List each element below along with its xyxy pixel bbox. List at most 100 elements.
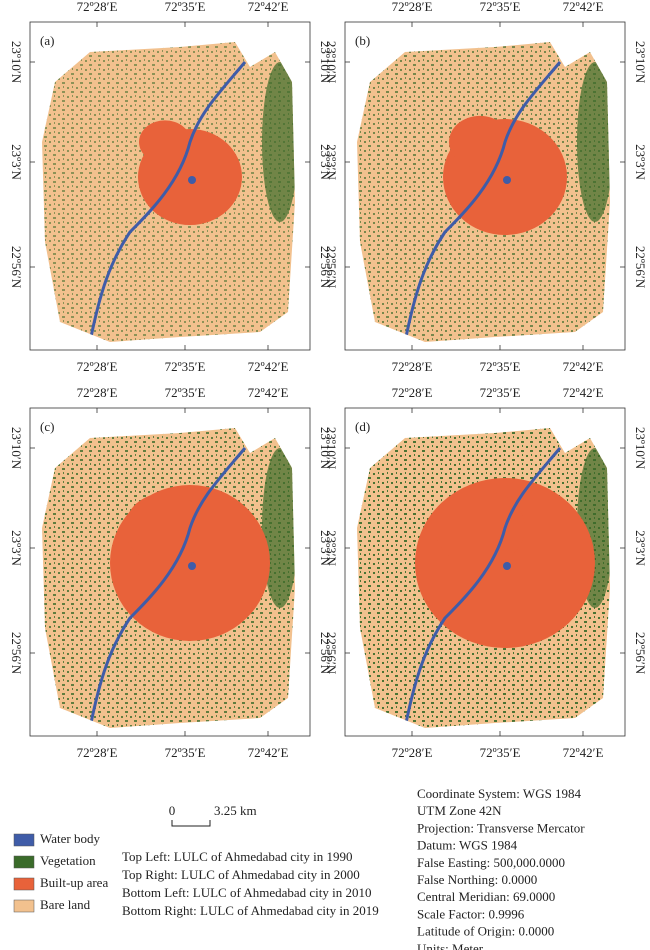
map-info: Units: Meter xyxy=(417,941,484,950)
caption: Bottom Left: LULC of Ahmedabad city in 2… xyxy=(122,885,372,900)
map-info: Coordinate System: WGS 1984 xyxy=(417,786,582,801)
map-panel: (b) 72º28′E 72º28′E 72º35′E 72º35′E 72º42′E 72… xyxy=(324,0,648,374)
legend-swatch xyxy=(13,855,35,869)
left-tick-label: 23º10′N xyxy=(9,427,24,470)
bottom-tick-label: 72º42′E xyxy=(248,745,289,760)
top-tick-label: 72º42′E xyxy=(248,0,289,14)
river xyxy=(403,447,562,728)
map-features xyxy=(42,428,295,728)
bottom-tick-label: 72º28′E xyxy=(392,359,433,374)
right-tick-label: 23º10′N xyxy=(633,41,648,84)
river xyxy=(88,61,247,342)
river xyxy=(88,447,247,728)
map-features xyxy=(42,42,295,342)
top-tick-label: 72º35′E xyxy=(480,385,521,400)
bottom-tick-label: 72º35′E xyxy=(165,745,206,760)
left-tick-label: 23º3′N xyxy=(9,144,24,180)
caption: Top Right: LULC of Ahmedabad city in 200… xyxy=(122,867,360,882)
legend-swatch xyxy=(13,899,35,913)
map-features xyxy=(357,428,610,728)
map-info: False Easting: 500,000.0000 xyxy=(417,855,565,870)
lake xyxy=(188,562,196,570)
vegetation-edge xyxy=(577,62,610,222)
map-info: Latitude of Origin: 0.0000 xyxy=(417,924,554,939)
river xyxy=(403,61,562,342)
left-tick-label: 23º10′N xyxy=(9,41,24,84)
bottom-tick-label: 72º35′E xyxy=(165,359,206,374)
scale-zero: 0 xyxy=(169,803,176,818)
lake xyxy=(503,562,511,570)
right-tick-label: 23º10′N xyxy=(318,41,333,84)
bottom-tick-label: 72º35′E xyxy=(480,359,521,374)
map-panel: (d) 72º28′E 72º28′E 72º35′E 72º35′E 72º42′E 72… xyxy=(324,385,648,760)
top-tick-label: 72º42′E xyxy=(248,385,289,400)
map-frame xyxy=(29,407,311,737)
top-tick-label: 72º28′E xyxy=(392,385,433,400)
right-tick-label: 22º56′N xyxy=(318,246,333,289)
legend-label: Built-up area xyxy=(40,875,108,890)
bottom-tick-label: 72º35′E xyxy=(480,745,521,760)
map-info: False Northing: 0.0000 xyxy=(417,872,537,887)
right-tick-label: 22º56′N xyxy=(633,246,648,289)
top-tick-label: 72º42′E xyxy=(563,385,604,400)
bottom-tick-label: 72º28′E xyxy=(77,745,118,760)
right-tick-label: 23º3′N xyxy=(318,530,333,566)
left-tick-label: 22º56′N xyxy=(9,632,24,675)
map-info: Central Meridian: 69.0000 xyxy=(417,889,555,904)
map-frame xyxy=(29,21,311,351)
panel-label: (b) xyxy=(355,33,370,48)
right-tick-label: 22º56′N xyxy=(318,632,333,675)
legend-label: Water body xyxy=(40,831,100,846)
right-tick-label: 23º3′N xyxy=(633,530,648,566)
bottom-tick-label: 72º42′E xyxy=(248,359,289,374)
right-tick-label: 22º56′N xyxy=(633,632,648,675)
map-info: UTM Zone 42N xyxy=(417,803,502,818)
scale-distance: 3.25 km xyxy=(214,803,257,818)
map-info: Projection: Transverse Mercator xyxy=(417,820,585,835)
right-tick-label: 23º3′N xyxy=(318,144,333,180)
lake xyxy=(188,176,196,184)
right-tick-label: 23º3′N xyxy=(633,144,648,180)
legend-label: Vegetation xyxy=(40,853,96,868)
vegetation-edge xyxy=(262,62,295,222)
left-tick-label: 23º3′N xyxy=(9,530,24,566)
caption: Top Left: LULC of Ahmedabad city in 1990 xyxy=(122,849,353,864)
top-tick-label: 72º35′E xyxy=(480,0,521,14)
vegetation-edge xyxy=(262,448,295,608)
map-frame xyxy=(344,407,626,737)
left-tick-label: 23º10′N xyxy=(324,427,339,470)
top-tick-label: 72º35′E xyxy=(165,0,206,14)
left-tick-label: 22º56′N xyxy=(324,632,339,675)
map-panel: (c) 72º28′E 72º28′E 72º35′E 72º35′E 72º42′E 72… xyxy=(9,385,333,760)
built-up xyxy=(125,492,205,564)
map-frame xyxy=(344,21,626,351)
built-up xyxy=(139,120,191,164)
legend-swatch xyxy=(13,833,35,847)
map-info: Datum: WGS 1984 xyxy=(417,838,518,853)
top-tick-label: 72º28′E xyxy=(392,0,433,14)
top-tick-label: 72º42′E xyxy=(563,0,604,14)
legend-label: Bare land xyxy=(40,897,91,912)
right-tick-label: 23º10′N xyxy=(633,427,648,470)
caption: Bottom Right: LULC of Ahmedabad city in … xyxy=(122,903,379,918)
panel-label: (d) xyxy=(355,419,370,434)
legend-swatch xyxy=(13,877,35,891)
top-tick-label: 72º28′E xyxy=(77,0,118,14)
panel-label: (a) xyxy=(40,33,54,48)
panel-label: (c) xyxy=(40,419,54,434)
right-tick-label: 23º10′N xyxy=(318,427,333,470)
bottom-tick-label: 72º28′E xyxy=(392,745,433,760)
top-tick-label: 72º28′E xyxy=(77,385,118,400)
map-panel: (a) 72º28′E 72º28′E 72º35′E 72º35′E 72º42′E 72… xyxy=(9,0,333,374)
bottom-tick-label: 72º42′E xyxy=(563,745,604,760)
scale-bar: 0 3.25 km xyxy=(169,803,257,827)
left-tick-label: 23º3′N xyxy=(324,144,339,180)
map-features xyxy=(357,42,610,342)
left-tick-label: 22º56′N xyxy=(9,246,24,289)
built-up xyxy=(449,115,511,169)
map-info: Scale Factor: 0.9996 xyxy=(417,906,525,921)
left-tick-label: 23º10′N xyxy=(324,41,339,84)
left-tick-label: 23º3′N xyxy=(324,530,339,566)
bottom-tick-label: 72º42′E xyxy=(563,359,604,374)
